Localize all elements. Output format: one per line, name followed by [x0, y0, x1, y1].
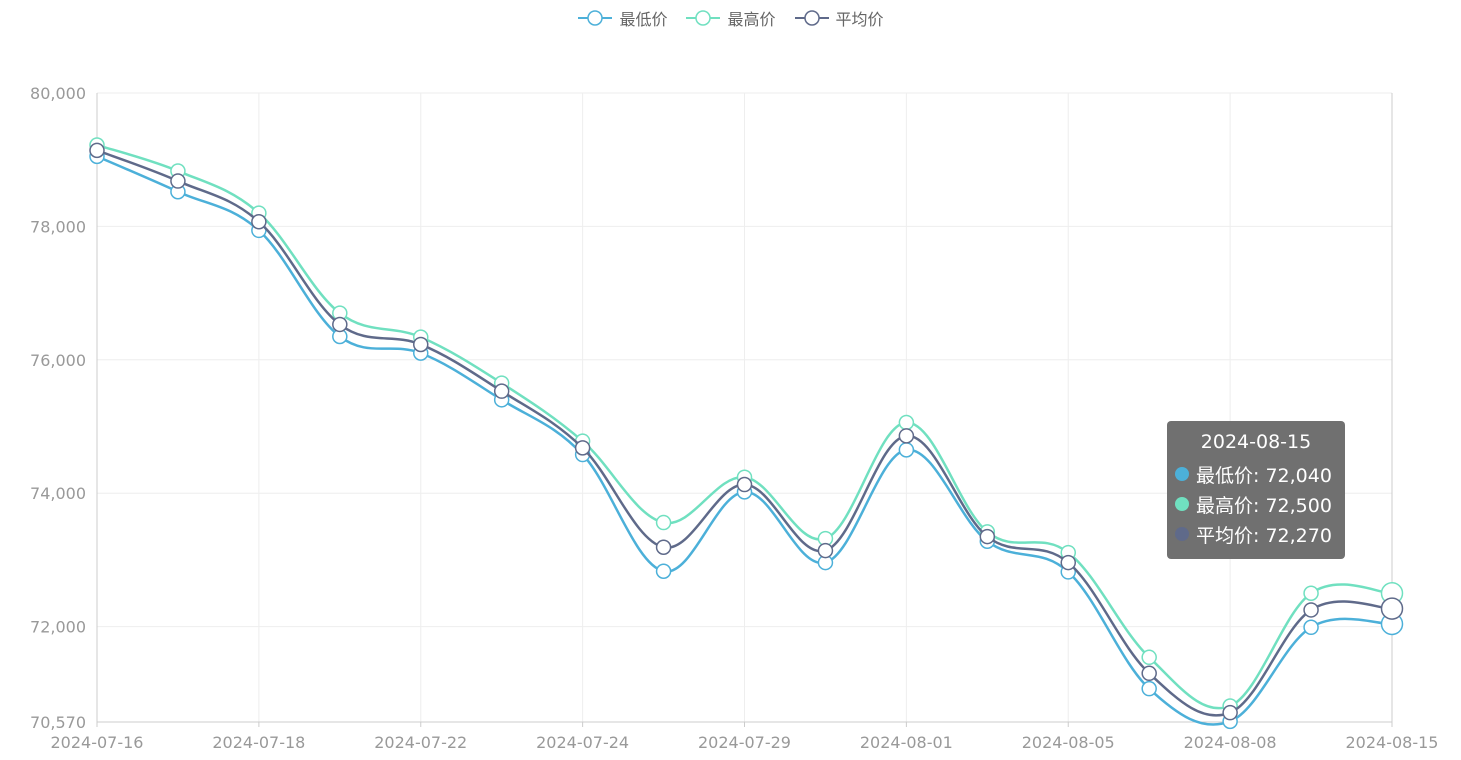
- data-point[interactable]: [170, 173, 186, 189]
- series-2[interactable]: [89, 142, 1404, 721]
- data-point[interactable]: [898, 442, 915, 458]
- tooltip-row-text: 最低价: 72,040: [1196, 464, 1332, 487]
- data-point[interactable]: [574, 440, 591, 456]
- legend-item-high[interactable]: 最高价: [685, 6, 776, 30]
- data-point[interactable]: [655, 563, 672, 580]
- x-tick-label: 2024-08-15: [1346, 733, 1439, 752]
- x-tick-label: 2024-08-01: [860, 733, 953, 752]
- y-tick-label: 78,000: [30, 217, 86, 236]
- data-point[interactable]: [1380, 597, 1404, 620]
- series-color-dot: [1175, 527, 1189, 541]
- data-point[interactable]: [89, 142, 105, 159]
- series-line: [96, 155, 1393, 726]
- data-point[interactable]: [251, 213, 267, 230]
- legend-label: 最低价: [619, 10, 668, 29]
- tooltip-row-text: 最高价: 72,500: [1196, 494, 1332, 517]
- data-point[interactable]: [1141, 680, 1157, 697]
- series-layer[interactable]: [89, 137, 1404, 730]
- data-point[interactable]: [1222, 704, 1238, 721]
- data-point[interactable]: [1141, 649, 1157, 666]
- x-tick-label: 2024-07-29: [698, 733, 791, 752]
- data-point[interactable]: [736, 476, 753, 493]
- data-point[interactable]: [1141, 665, 1157, 682]
- data-point[interactable]: [655, 539, 672, 555]
- y-tick-label: 72,000: [30, 618, 86, 637]
- legend-item-low[interactable]: 最低价: [577, 6, 667, 30]
- data-point[interactable]: [493, 383, 510, 399]
- data-point[interactable]: [898, 428, 915, 444]
- data-point[interactable]: [413, 336, 429, 353]
- x-tick-label: 2024-08-08: [1184, 733, 1277, 752]
- legend-label: 平均价: [835, 10, 884, 29]
- data-point[interactable]: [817, 542, 834, 559]
- series-color-dot: [1175, 467, 1189, 481]
- series-line: [96, 143, 1393, 710]
- data-point[interactable]: [898, 414, 915, 431]
- data-point[interactable]: [1060, 554, 1076, 571]
- tooltip-row: 平均价: 72,270: [1175, 519, 1337, 549]
- data-point[interactable]: [979, 528, 996, 545]
- x-tick-label: 2024-07-18: [212, 733, 305, 752]
- x-tick-label: 2024-07-16: [51, 733, 144, 752]
- x-tick-label: 2024-07-22: [374, 733, 467, 752]
- data-point[interactable]: [1303, 619, 1319, 636]
- tooltip-row-text: 平均价: 72,270: [1196, 524, 1332, 547]
- grid-lines: [96, 92, 1393, 723]
- tooltip: 2024-08-15 最低价: 72,040 最高价: 72,500 平均价: …: [1167, 421, 1345, 559]
- legend-line-circle-icon: [578, 10, 613, 26]
- axes: 70,570 72,000 74,000 76,000 78,000 80,000 2024…: [30, 84, 1438, 752]
- y-tick-label: 80,000: [30, 84, 86, 103]
- data-point[interactable]: [655, 514, 672, 531]
- legend-line-circle-icon: [686, 10, 721, 26]
- y-tick-label: 74,000: [30, 484, 86, 503]
- data-point[interactable]: [332, 316, 348, 333]
- data-point[interactable]: [1303, 585, 1319, 602]
- tooltip-title: 2024-08-15: [1200, 431, 1312, 453]
- series-line: [96, 149, 1393, 717]
- y-tick-label: 76,000: [30, 351, 86, 370]
- tooltip-row: 最低价: 72,040: [1175, 459, 1337, 489]
- y-tick-label: 70,570: [30, 713, 86, 732]
- x-tick-label: 2024-08-05: [1022, 733, 1115, 752]
- legend-label: 最高价: [727, 10, 776, 29]
- legend-line-circle-icon: [794, 10, 829, 26]
- tooltip-row: 最高价: 72,500: [1175, 489, 1337, 519]
- data-point[interactable]: [1303, 602, 1319, 618]
- legend: 最低价 最高价 平均价: [0, 6, 1461, 30]
- series-color-dot: [1175, 497, 1189, 511]
- x-tick-label: 2024-07-24: [536, 733, 629, 752]
- legend-item-avg[interactable]: 平均价: [794, 6, 884, 30]
